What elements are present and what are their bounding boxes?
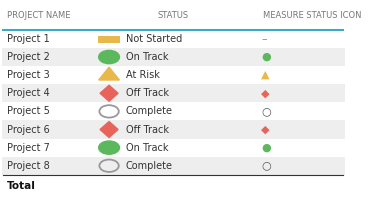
FancyBboxPatch shape	[2, 120, 345, 139]
Text: ▲: ▲	[261, 70, 270, 80]
Text: Not Started: Not Started	[126, 34, 182, 44]
Text: Project 7: Project 7	[7, 143, 50, 153]
Text: ●: ●	[261, 143, 271, 153]
Text: ◆: ◆	[261, 88, 270, 98]
Polygon shape	[99, 67, 120, 80]
Text: Project 4: Project 4	[7, 88, 50, 98]
FancyBboxPatch shape	[2, 84, 345, 102]
Text: On Track: On Track	[126, 143, 168, 153]
Text: ●: ●	[261, 52, 271, 62]
Text: –: –	[261, 34, 267, 44]
Text: At Risk: At Risk	[126, 70, 160, 80]
FancyBboxPatch shape	[2, 139, 345, 157]
FancyBboxPatch shape	[2, 157, 345, 175]
Circle shape	[99, 50, 120, 64]
Text: Complete: Complete	[126, 161, 173, 171]
FancyBboxPatch shape	[98, 36, 120, 43]
Text: Complete: Complete	[126, 106, 173, 116]
FancyBboxPatch shape	[2, 48, 345, 66]
Text: PROJECT NAME: PROJECT NAME	[7, 11, 70, 20]
Text: Project 2: Project 2	[7, 52, 50, 62]
Text: Project 1: Project 1	[7, 34, 50, 44]
Text: ○: ○	[261, 106, 271, 116]
Text: Project 5: Project 5	[7, 106, 50, 116]
FancyBboxPatch shape	[2, 102, 345, 120]
Text: MEASURE STATUS ICON: MEASURE STATUS ICON	[263, 11, 362, 20]
Text: ○: ○	[261, 161, 271, 171]
Circle shape	[99, 141, 120, 154]
Text: On Track: On Track	[126, 52, 168, 62]
Text: STATUS: STATUS	[158, 11, 189, 20]
Text: Total: Total	[7, 181, 36, 191]
Text: Off Track: Off Track	[126, 88, 169, 98]
FancyBboxPatch shape	[2, 66, 345, 84]
Text: Project 3: Project 3	[7, 70, 50, 80]
Text: Off Track: Off Track	[126, 124, 169, 135]
Text: Project 6: Project 6	[7, 124, 50, 135]
Polygon shape	[100, 85, 118, 101]
Text: Project 8: Project 8	[7, 161, 50, 171]
Text: ◆: ◆	[261, 124, 270, 135]
Polygon shape	[100, 122, 118, 137]
FancyBboxPatch shape	[2, 30, 345, 48]
